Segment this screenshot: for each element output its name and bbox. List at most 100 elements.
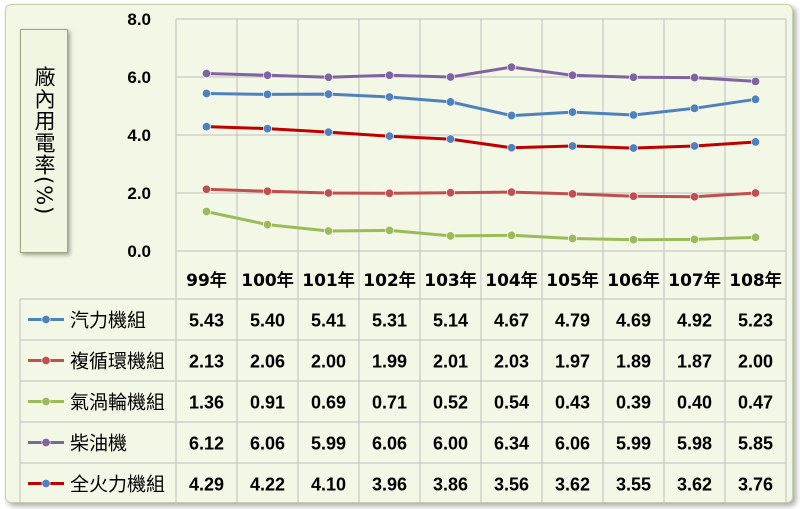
data-point-marker [506, 187, 516, 197]
table-value: 2.01 [433, 352, 468, 372]
data-point-marker [628, 72, 638, 82]
table-value: 6.12 [189, 434, 224, 454]
data-point-marker [384, 188, 394, 198]
data-point-marker [506, 62, 516, 72]
table-value: 0.71 [372, 393, 407, 413]
data-point-marker [202, 69, 212, 79]
data-point-marker [202, 122, 212, 132]
data-point-marker [567, 107, 577, 117]
table-value: 1.87 [677, 352, 712, 372]
table-value: 0.91 [250, 393, 285, 413]
data-point-marker [567, 141, 577, 151]
y-tick-label: 2.0 [127, 184, 151, 203]
data-point-marker [384, 131, 394, 141]
table-value: 4.29 [189, 475, 224, 495]
data-point-marker [262, 70, 272, 80]
data-point-marker [323, 127, 333, 137]
y-axis-title-box: 廠內用電率(%) [20, 29, 68, 253]
series-line-4 [206, 125, 756, 150]
table-value: 0.39 [616, 393, 651, 413]
data-point-marker [323, 89, 333, 99]
data-point-marker [506, 230, 516, 240]
data-point-marker [323, 72, 333, 82]
table-value: 5.99 [616, 434, 651, 454]
y-tick-label: 0.0 [127, 242, 151, 261]
legend-series-name: 複循環機組 [70, 351, 165, 373]
table-value: 3.62 [677, 475, 712, 495]
data-point-marker [445, 97, 455, 107]
data-point-marker [506, 111, 516, 121]
data-point-marker [384, 70, 394, 80]
table-value: 0.69 [311, 393, 346, 413]
table-value: 4.92 [677, 311, 712, 331]
data-point-marker [323, 188, 333, 198]
data-point-marker [628, 191, 638, 201]
data-point-marker [384, 225, 394, 235]
data-point-marker [262, 186, 272, 196]
data-point-marker [445, 72, 455, 82]
data-point-marker [750, 94, 760, 104]
data-point-marker [628, 235, 638, 245]
table-value: 5.85 [738, 434, 773, 454]
table-value: 0.43 [555, 393, 590, 413]
legend-key-marker [41, 437, 51, 447]
table-value: 5.23 [738, 311, 773, 331]
data-point-marker [445, 188, 455, 198]
table-value: 6.06 [372, 434, 407, 454]
table-value: 5.43 [189, 311, 224, 331]
table-value: 4.22 [250, 475, 285, 495]
table-value: 5.98 [677, 434, 712, 454]
table-value: 4.10 [311, 475, 346, 495]
legend-series-name: 汽力機組 [70, 310, 146, 332]
data-point-marker [202, 89, 212, 99]
data-point-marker [384, 92, 394, 102]
legend-key-marker [41, 355, 51, 365]
table-value: 3.96 [372, 475, 407, 495]
data-point-marker [628, 143, 638, 153]
x-category-label: 104年 [485, 270, 538, 291]
x-category-label: 103年 [424, 270, 477, 291]
y-tick-label: 6.0 [127, 68, 151, 87]
y-axis-title: 廠內用電率(%) [32, 66, 56, 216]
table-value: 4.79 [555, 311, 590, 331]
series-line-3 [206, 65, 756, 83]
legend-series-name: 全火力機組 [70, 474, 165, 496]
data-point-marker [202, 184, 212, 194]
x-category-label: 100年 [241, 270, 294, 291]
x-category-label: 105年 [546, 270, 599, 291]
data-point-marker [445, 134, 455, 144]
table-value: 0.52 [433, 393, 468, 413]
x-category-label: 108年 [729, 270, 782, 291]
table-value: 4.67 [494, 311, 529, 331]
table-value: 2.06 [250, 352, 285, 372]
data-point-marker [689, 192, 699, 202]
legend-series-name: 氣渦輪機組 [70, 392, 165, 414]
series-line-1 [206, 187, 756, 199]
data-point-marker [750, 232, 760, 242]
table-value: 1.99 [372, 352, 407, 372]
table-value: 5.31 [372, 311, 407, 331]
table-value: 2.13 [189, 352, 224, 372]
table-value: 0.40 [677, 393, 712, 413]
table-value: 1.97 [555, 352, 590, 372]
table-value: 6.06 [250, 434, 285, 454]
table-value: 3.56 [494, 475, 529, 495]
table-value: 3.55 [616, 475, 651, 495]
table-value: 3.76 [738, 475, 773, 495]
data-point-marker [567, 70, 577, 80]
table-value: 6.34 [494, 434, 529, 454]
x-category-label: 99年 [186, 270, 227, 291]
table-value: 2.00 [738, 352, 773, 372]
data-point-marker [262, 124, 272, 134]
table-value: 5.99 [311, 434, 346, 454]
series-line-0 [206, 92, 756, 118]
data-point-marker [323, 226, 333, 236]
y-tick-label: 4.0 [127, 126, 151, 145]
line-chart-with-data-table: 0.0 2.0 4.0 6.0 8.0 99年 100年 101年 102年 103年 104年 10… [19, 10, 787, 502]
data-point-marker [689, 141, 699, 151]
series-line-2 [206, 210, 756, 242]
legend-key-marker [41, 314, 51, 324]
data-point-marker [750, 137, 760, 147]
x-category-label: 102年 [363, 270, 416, 291]
y-tick-label: 8.0 [127, 10, 151, 29]
